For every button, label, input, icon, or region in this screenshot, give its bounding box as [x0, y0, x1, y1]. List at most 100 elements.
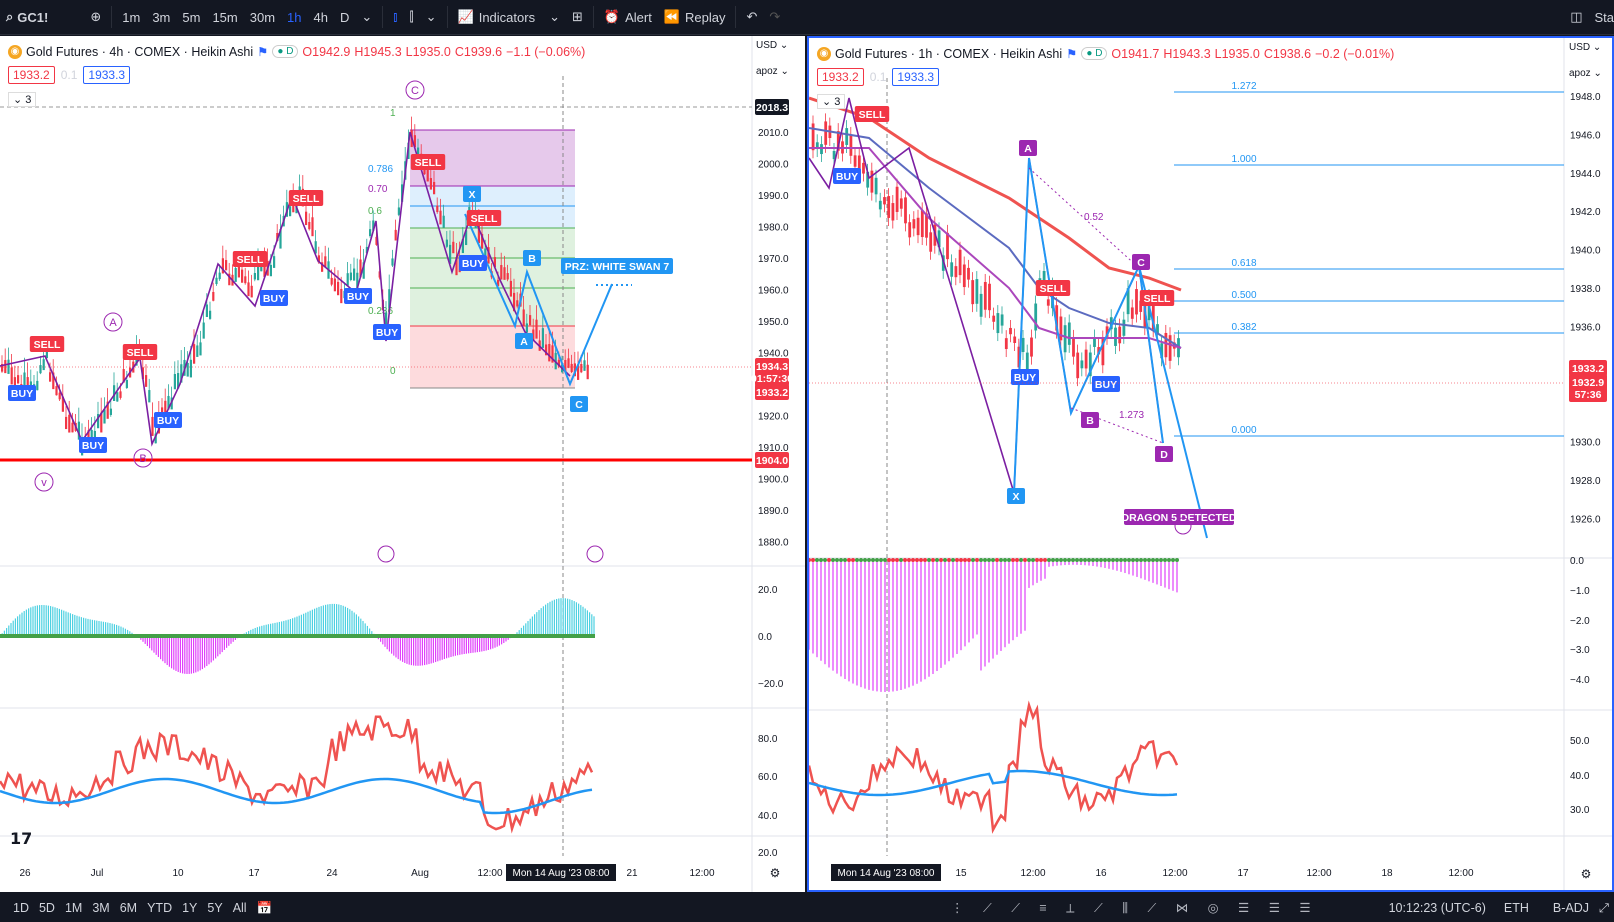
right-price-tick: 1948.0 [1570, 92, 1601, 103]
candle-body [866, 171, 870, 188]
range-YTD[interactable]: YTD [147, 901, 173, 915]
candle-body [106, 401, 109, 419]
adjust-toggle[interactable]: B-ADJ [1552, 901, 1589, 915]
layout-button[interactable]: ⊞ [566, 0, 589, 34]
drawing-tools-strip[interactable]: ⋮ ⟋ ⟋ ≡ ⟂ ⟋ ⫼ ⟋ ⋈ ◎ ☰ ☰ ☰ [946, 900, 1324, 916]
candle-body [1000, 314, 1004, 326]
bar-style-alt-button[interactable]: ⫿ [403, 0, 419, 34]
symbol-search[interactable]: ⌕ GC1! [0, 0, 54, 34]
candle-body [1139, 300, 1143, 312]
range-6M[interactable]: 6M [119, 901, 138, 915]
indicators-button[interactable]: 📈 Indicators ⌄ [452, 0, 566, 34]
left-chart-canvas[interactable]: 2010.0 2000.0 1990.0 1980.0 1970.0 1960.0 1950… [0, 36, 805, 892]
alert-button[interactable]: ⏰ Alert [598, 0, 658, 34]
range-3M[interactable]: 3M [92, 901, 110, 915]
replay-button[interactable]: ⏪ Replay [658, 0, 732, 34]
right-collapse-toggle[interactable]: ⌄ 3 [817, 94, 846, 109]
signal-dot [1075, 558, 1079, 562]
fullscreen-button[interactable]: ⤢ [1594, 901, 1614, 916]
left-input-a[interactable]: 1933.2 [8, 66, 55, 84]
status-dots[interactable]: ● D [272, 45, 299, 58]
left-time-tick: 10 [172, 868, 184, 879]
left-chart-panel[interactable]: 2010.0 2000.0 1990.0 1980.0 1970.0 1960.0 1950… [0, 36, 805, 892]
flag-icon[interactable]: ⚑ [1066, 47, 1078, 61]
signal-dot [831, 558, 835, 562]
left-input-c[interactable]: 1933.3 [83, 66, 131, 84]
signal-dot [887, 558, 891, 562]
interval-30m[interactable]: 30m [249, 9, 276, 25]
goto-date-button[interactable]: 📅 [252, 901, 278, 916]
interval-3m[interactable]: 3m [152, 9, 171, 25]
chevron-down-icon: ⌄ [425, 9, 437, 24]
redo-button[interactable]: ↷ [763, 0, 786, 34]
status-dots[interactable]: ● D [1081, 47, 1108, 60]
layout-panel-button[interactable]: ◫ [1564, 0, 1588, 34]
signal-dot [1019, 558, 1023, 562]
candle-body [58, 392, 61, 400]
candle-body [87, 430, 90, 442]
buy-label: BUY [836, 171, 858, 183]
candle-body [247, 282, 250, 297]
candle-body [1021, 337, 1025, 353]
candle-body [532, 329, 535, 341]
compare-button[interactable]: ⊕ [84, 0, 107, 34]
candle-body [583, 360, 586, 371]
pattern-point-label: X [1012, 491, 1019, 503]
interval-15m[interactable]: 15m [212, 9, 238, 25]
right-scale-select[interactable]: apoz ⌄ [1569, 68, 1602, 79]
range-5Y[interactable]: 5Y [207, 901, 223, 915]
rsi-slow-line [0, 777, 593, 815]
chart-type-dropdown[interactable]: ⌄ [420, 0, 443, 34]
candle-body [308, 221, 311, 230]
signal-dot [911, 558, 915, 562]
left-collapse-toggle[interactable]: ⌄ 3 [8, 92, 37, 107]
session-toggle[interactable]: ETH [1503, 901, 1529, 915]
right-currency-select[interactable]: USD ⌄ [1569, 42, 1602, 53]
buy-label: BUY [157, 415, 179, 427]
range-5D[interactable]: 5D [38, 901, 55, 915]
candle-body [971, 280, 975, 305]
candle-body [465, 230, 468, 246]
candle-body [509, 280, 512, 297]
right-input-a[interactable]: 1933.2 [817, 68, 864, 86]
left-currency-select[interactable]: USD ⌄ [756, 40, 789, 51]
right-input-c[interactable]: 1933.3 [892, 68, 940, 86]
crosshair-time-bg [506, 864, 616, 881]
right-legend: ◉ Gold Futures · 1h · COMEX · Heikin Ash… [817, 46, 1394, 61]
candle-body [580, 363, 583, 373]
signal-dot [839, 558, 843, 562]
account-menu[interactable]: Sta [1588, 0, 1614, 34]
range-1Y[interactable]: 1Y [182, 901, 198, 915]
flag-icon[interactable]: ⚑ [257, 45, 269, 59]
candle-body [433, 181, 436, 195]
range-All[interactable]: All [232, 901, 247, 915]
sell-label-bg [466, 210, 502, 226]
clock[interactable]: 10:12:23 (UTC-6) [1388, 901, 1486, 915]
undo-icon: ↶ [746, 9, 758, 24]
interval-D[interactable]: D [339, 9, 350, 25]
candle-body [1063, 325, 1067, 353]
interval-1h[interactable]: 1h [287, 9, 302, 25]
candle-body [42, 359, 45, 371]
signal-dot [819, 558, 823, 562]
signal-dot [1031, 558, 1035, 562]
interval-4h[interactable]: 4h [313, 9, 328, 25]
range-1D[interactable]: 1D [13, 901, 29, 915]
dragon-label: DRAGON 5 DETECTED [1122, 512, 1237, 524]
fib-label: 0.6 [368, 206, 382, 217]
right-chart-canvas[interactable]: 1948.0 1946.0 1944.0 1942.0 1940.0 1938.0 1936… [809, 38, 1612, 890]
candle-body [209, 310, 212, 319]
pattern-point-label: X [468, 189, 475, 201]
interval-1m[interactable]: 1m [122, 9, 141, 25]
undo-button[interactable]: ↶ [740, 0, 763, 34]
right-chart-panel[interactable]: 1948.0 1946.0 1944.0 1942.0 1940.0 1938.0 1936… [807, 36, 1614, 892]
left-scale-select[interactable]: apoz ⌄ [756, 66, 789, 77]
interval-5m[interactable]: 5m [182, 9, 201, 25]
interval-dropdown[interactable]: ⌄ [355, 0, 378, 34]
signal-dot [843, 558, 847, 562]
left-price-tick: 1960.0 [758, 286, 789, 297]
candle-body [180, 364, 183, 383]
signal-dot [955, 558, 959, 562]
bar-style-button[interactable]: ⫾ [387, 0, 403, 34]
range-1M[interactable]: 1M [64, 901, 83, 915]
